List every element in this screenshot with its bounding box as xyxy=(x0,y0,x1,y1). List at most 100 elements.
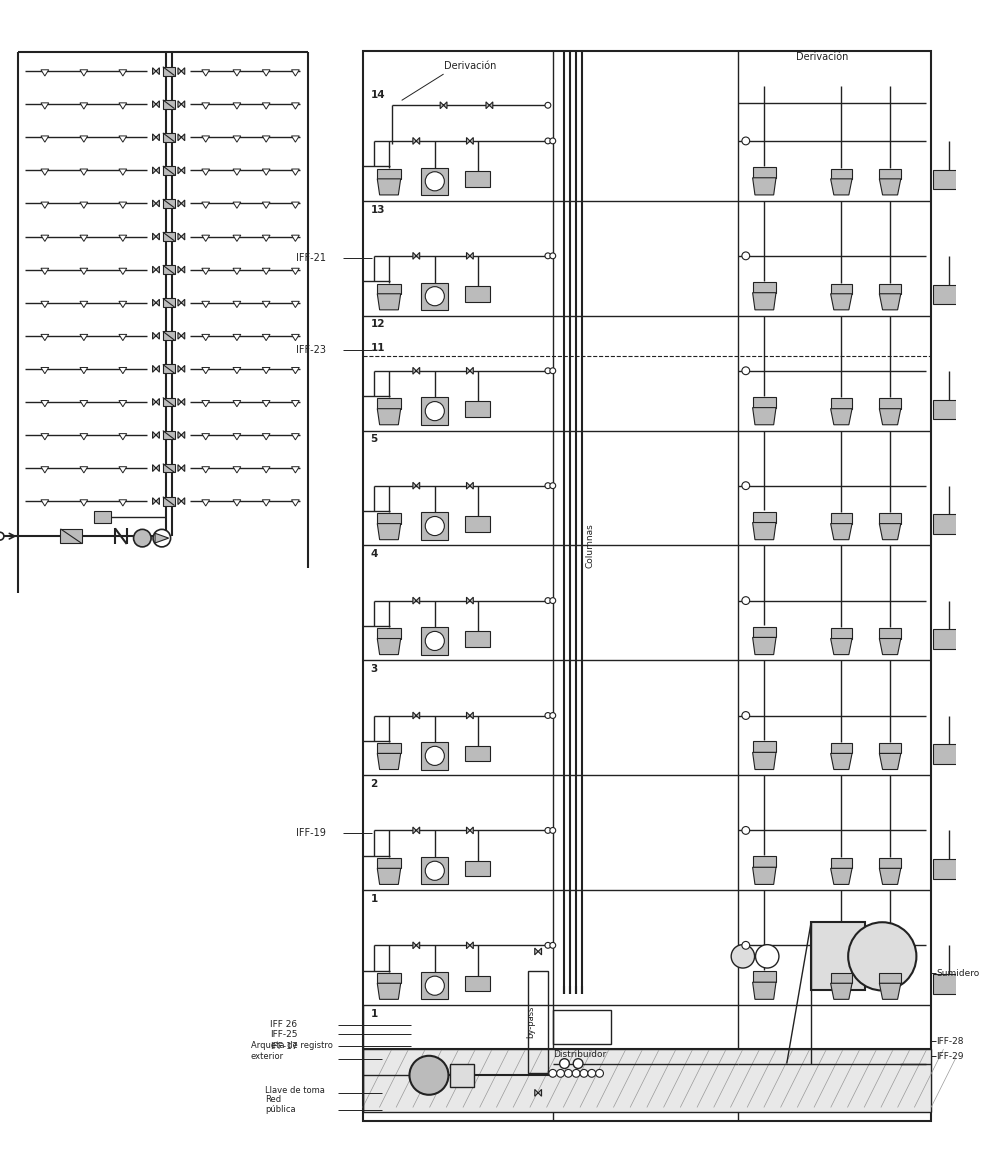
Polygon shape xyxy=(153,233,159,240)
Polygon shape xyxy=(291,301,299,307)
Polygon shape xyxy=(233,102,240,109)
Text: 3: 3 xyxy=(371,664,378,675)
Circle shape xyxy=(755,944,779,968)
Polygon shape xyxy=(262,434,270,440)
Polygon shape xyxy=(202,136,210,142)
Polygon shape xyxy=(831,754,852,770)
Polygon shape xyxy=(291,235,299,242)
Polygon shape xyxy=(41,169,49,176)
Bar xyxy=(933,975,964,993)
Polygon shape xyxy=(879,408,901,424)
Polygon shape xyxy=(153,101,159,108)
Polygon shape xyxy=(233,235,240,242)
Polygon shape xyxy=(119,102,127,109)
Bar xyxy=(879,169,901,179)
Polygon shape xyxy=(291,70,299,76)
Polygon shape xyxy=(262,269,270,274)
Circle shape xyxy=(742,252,749,259)
Polygon shape xyxy=(752,983,776,999)
Polygon shape xyxy=(178,399,184,406)
Polygon shape xyxy=(752,293,776,309)
Polygon shape xyxy=(413,368,420,374)
Text: Arqueta de registro
exterior: Arqueta de registro exterior xyxy=(250,1041,333,1061)
Polygon shape xyxy=(291,335,299,341)
Polygon shape xyxy=(752,752,776,770)
Text: IFF-25: IFF-25 xyxy=(270,1030,297,1039)
Polygon shape xyxy=(153,365,159,372)
Circle shape xyxy=(549,252,555,258)
Polygon shape xyxy=(119,269,127,274)
Polygon shape xyxy=(41,70,49,76)
Bar xyxy=(363,1049,931,1112)
Polygon shape xyxy=(202,434,210,440)
Circle shape xyxy=(545,138,550,144)
Circle shape xyxy=(133,529,151,547)
Polygon shape xyxy=(153,266,159,273)
Circle shape xyxy=(545,942,550,948)
Circle shape xyxy=(549,598,555,604)
Polygon shape xyxy=(879,523,901,540)
Polygon shape xyxy=(233,500,240,506)
Polygon shape xyxy=(79,301,87,307)
Polygon shape xyxy=(879,638,901,655)
Bar xyxy=(421,857,448,884)
Polygon shape xyxy=(535,948,542,955)
Polygon shape xyxy=(413,137,420,144)
Polygon shape xyxy=(262,368,270,373)
Bar xyxy=(465,632,490,647)
Polygon shape xyxy=(202,335,210,341)
Bar xyxy=(163,298,175,307)
Bar xyxy=(378,743,400,754)
Bar xyxy=(933,629,964,649)
Polygon shape xyxy=(752,407,776,424)
Polygon shape xyxy=(202,500,210,506)
Polygon shape xyxy=(378,638,400,655)
Polygon shape xyxy=(262,70,270,76)
Circle shape xyxy=(545,828,550,834)
Polygon shape xyxy=(178,67,184,74)
Polygon shape xyxy=(178,299,184,306)
Polygon shape xyxy=(41,202,49,208)
Polygon shape xyxy=(153,465,159,471)
Polygon shape xyxy=(291,136,299,142)
Text: 4: 4 xyxy=(371,549,378,559)
Polygon shape xyxy=(202,400,210,407)
Polygon shape xyxy=(291,169,299,176)
Bar xyxy=(163,100,175,108)
Circle shape xyxy=(549,483,555,488)
Polygon shape xyxy=(378,408,400,424)
Circle shape xyxy=(580,1070,588,1077)
Circle shape xyxy=(425,747,444,765)
Polygon shape xyxy=(262,466,270,473)
Circle shape xyxy=(0,533,4,540)
Bar xyxy=(61,529,81,543)
Bar xyxy=(465,861,490,877)
Bar xyxy=(879,628,901,638)
Polygon shape xyxy=(486,102,492,108)
Circle shape xyxy=(549,368,555,373)
Bar xyxy=(378,284,400,294)
Text: by-pass: by-pass xyxy=(526,1006,535,1039)
Bar xyxy=(163,430,175,440)
Polygon shape xyxy=(178,266,184,273)
Polygon shape xyxy=(202,169,210,176)
Polygon shape xyxy=(233,269,240,274)
Bar xyxy=(465,516,490,531)
Polygon shape xyxy=(440,102,447,108)
Bar xyxy=(378,628,400,638)
Polygon shape xyxy=(153,299,159,306)
Polygon shape xyxy=(178,101,184,108)
Polygon shape xyxy=(879,983,901,999)
Circle shape xyxy=(731,944,754,968)
Polygon shape xyxy=(378,869,400,884)
Bar xyxy=(831,284,852,294)
Circle shape xyxy=(545,598,550,604)
Bar xyxy=(752,397,776,407)
Circle shape xyxy=(742,597,749,605)
Bar xyxy=(831,743,852,754)
Circle shape xyxy=(545,368,550,373)
Polygon shape xyxy=(879,754,901,770)
Polygon shape xyxy=(752,522,776,540)
Bar xyxy=(831,628,852,638)
Text: IFF-19: IFF-19 xyxy=(296,828,327,837)
